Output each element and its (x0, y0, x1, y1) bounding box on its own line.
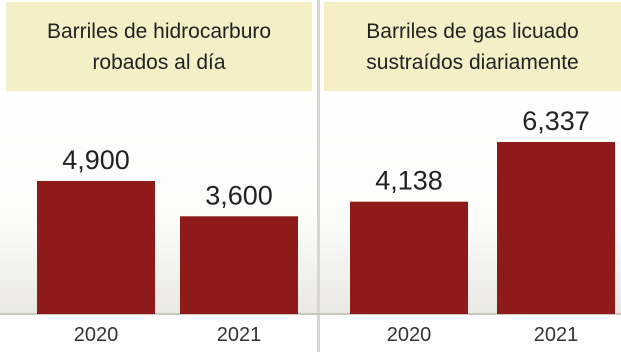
chart-title-line-1: Barriles de hidrocarburo (46, 19, 272, 43)
chart-title-line-2: sustraídos diariamente (366, 50, 579, 74)
data-label-lpg-2021: 6,337 (522, 106, 590, 136)
panel-divider (317, 0, 320, 352)
chart-title-line-1: Barriles de gas licuado (366, 19, 579, 43)
x-tick-label-lpg-2021: 2021 (534, 324, 579, 346)
data-label-hydrocarbon-2021: 3,600 (205, 180, 273, 210)
data-label-hydrocarbon-2020: 4,900 (62, 145, 130, 175)
x-tick-label-hydrocarbon-2020: 2020 (74, 324, 119, 346)
bar-hydrocarbon-2021 (180, 216, 298, 314)
data-label-lpg-2020: 4,138 (375, 166, 443, 196)
x-axis-baseline (0, 313, 621, 315)
x-tick-label-lpg-2020: 2020 (387, 324, 432, 346)
chart-title-line-2: robados al día (92, 50, 226, 74)
chart-header: Barriles de hidrocarburo robados al día (6, 2, 312, 91)
chart-header: Barriles de gas licuado sustraídos diari… (324, 2, 621, 91)
bar-lpg-2020 (350, 201, 468, 314)
bar-lpg-2021 (497, 142, 615, 314)
bar-hydrocarbon-2020 (37, 181, 155, 314)
x-tick-label-hydrocarbon-2021: 2021 (217, 324, 262, 346)
